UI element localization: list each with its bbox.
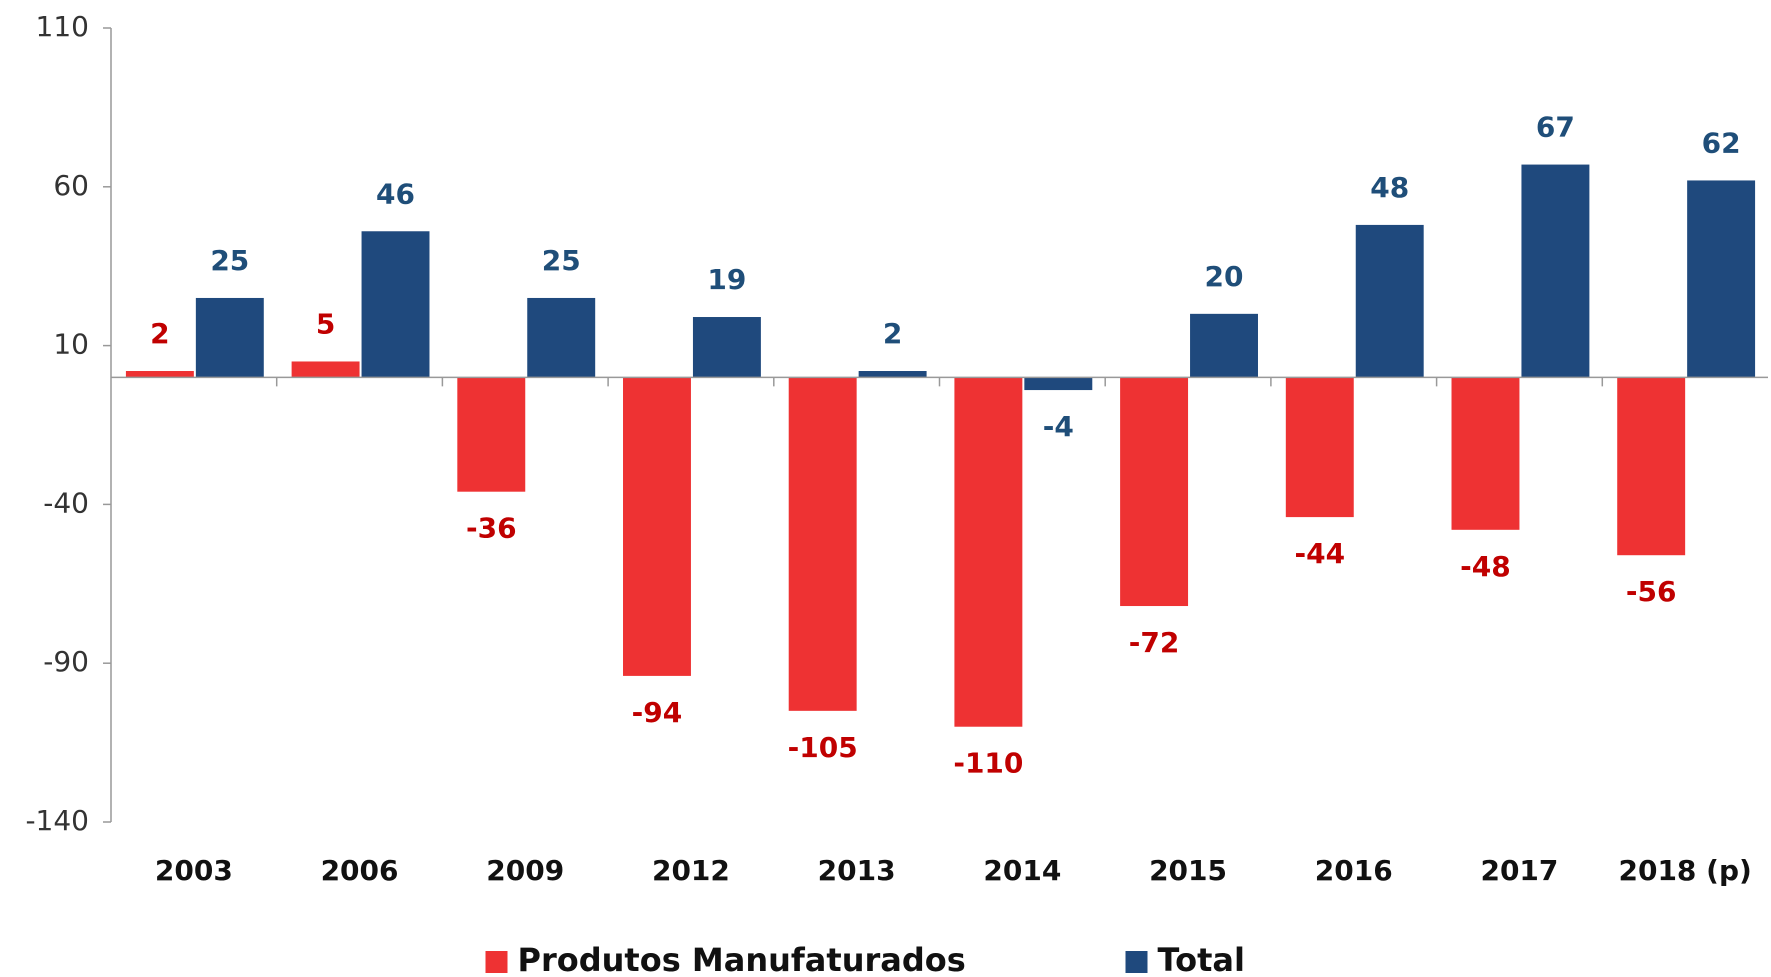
data-label: -110 (953, 747, 1023, 780)
legend-swatch (485, 951, 508, 973)
legend-swatch (1125, 951, 1148, 973)
bar (858, 371, 927, 378)
data-label: 5 (316, 307, 335, 340)
y-tick-label: 110 (36, 10, 89, 43)
x-tick-label: 2015 (1149, 854, 1227, 887)
data-label: 62 (1702, 126, 1741, 159)
bar (623, 377, 691, 676)
data-label: 48 (1370, 171, 1409, 204)
x-tick-label: 2012 (652, 854, 730, 887)
y-tick-label: -40 (43, 486, 89, 519)
x-tick-label: 2006 (321, 854, 399, 887)
x-tick-label: 2017 (1480, 854, 1558, 887)
y-tick-label: -90 (43, 645, 89, 678)
bar (692, 317, 761, 378)
data-label: 25 (542, 244, 581, 277)
data-label: 25 (210, 244, 249, 277)
data-label: -4 (1043, 410, 1074, 443)
y-tick-label: 10 (53, 328, 89, 361)
data-label: -36 (466, 512, 517, 545)
y-tick-label: 60 (53, 169, 89, 202)
bar (1451, 377, 1520, 530)
bar (1285, 377, 1354, 518)
data-label: -94 (632, 696, 683, 729)
x-tick-label: 2016 (1315, 854, 1393, 887)
bar (1617, 377, 1686, 556)
x-tick-label: 2003 (155, 854, 233, 887)
data-label: -56 (1626, 575, 1677, 608)
bar (1190, 313, 1258, 378)
data-label: 2 (150, 317, 169, 350)
bar (1521, 164, 1590, 378)
bar (125, 371, 194, 378)
y-tick-label: -140 (25, 804, 89, 837)
data-label: -48 (1460, 550, 1511, 583)
data-label: 67 (1536, 111, 1575, 144)
data-label: 2 (883, 317, 902, 350)
bar (457, 377, 526, 492)
data-label: 19 (707, 263, 746, 296)
x-tick-label: 2013 (818, 854, 896, 887)
legend-label: Total (1158, 941, 1245, 977)
bar (1355, 224, 1424, 378)
bar (527, 297, 596, 378)
bar (195, 297, 264, 378)
bar (954, 377, 1023, 727)
x-tick-label: 2009 (486, 854, 564, 887)
data-label: -44 (1294, 537, 1345, 570)
x-tick-label: 2018 (p) (1618, 854, 1751, 887)
bar (1024, 377, 1093, 391)
bar (788, 377, 857, 711)
bar (291, 361, 360, 378)
bar (1687, 180, 1756, 378)
data-label: -105 (788, 731, 858, 764)
data-label: -72 (1129, 626, 1180, 659)
x-tick-label: 2014 (983, 854, 1061, 887)
legend-label: Produtos Manufaturados (518, 941, 966, 977)
data-label: 20 (1205, 260, 1244, 293)
data-label: 46 (376, 177, 415, 210)
bar (1120, 377, 1189, 607)
bar (361, 231, 430, 378)
